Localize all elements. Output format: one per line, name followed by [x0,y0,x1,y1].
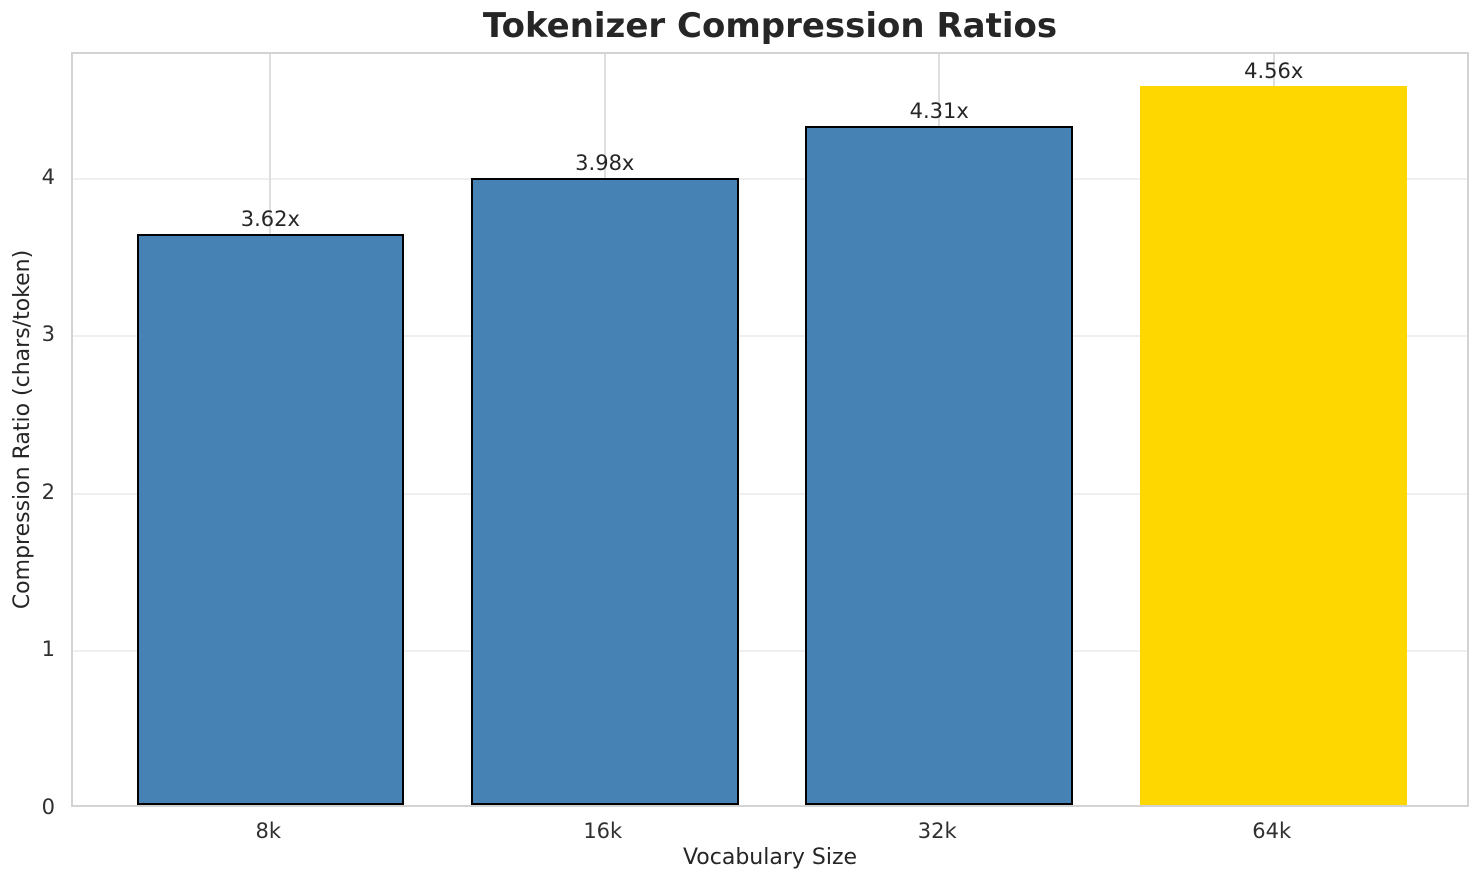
y-tick-label: 4 [41,164,55,189]
y-gridline [73,492,1467,495]
y-tick-label: 0 [41,795,55,819]
x-tick-label: 8k [255,819,282,843]
y-axis-label-text: Compression Ratio (chars/token) [10,249,36,610]
chart-title: Tokenizer Compression Ratios [482,6,1058,46]
bar-value-label: 4.31x [909,98,969,123]
bar-16k [470,177,739,805]
y-tick-label: 2 [41,479,55,504]
x-tick-label: 32k [917,819,957,843]
bar-8k [136,234,405,805]
bar-64k [1139,86,1408,805]
x-axis-label: Vocabulary Size [682,845,858,870]
bar-value-label: 3.98x [575,150,635,175]
y-gridline [73,177,1467,180]
plot-area: 3.62x 3.98x 4.31x 4.56x [71,52,1469,807]
bar-value-label: 4.56x [1244,59,1304,84]
y-tick-label: 3 [41,322,55,347]
bar-32k [805,125,1073,805]
y-gridline [73,650,1467,653]
x-tick-label: 64k [1252,819,1292,843]
y-tick-label: 1 [41,637,55,662]
bar-value-label: 3.62x [240,207,300,232]
y-gridline [73,335,1467,338]
x-tick-label: 16k [583,819,623,843]
